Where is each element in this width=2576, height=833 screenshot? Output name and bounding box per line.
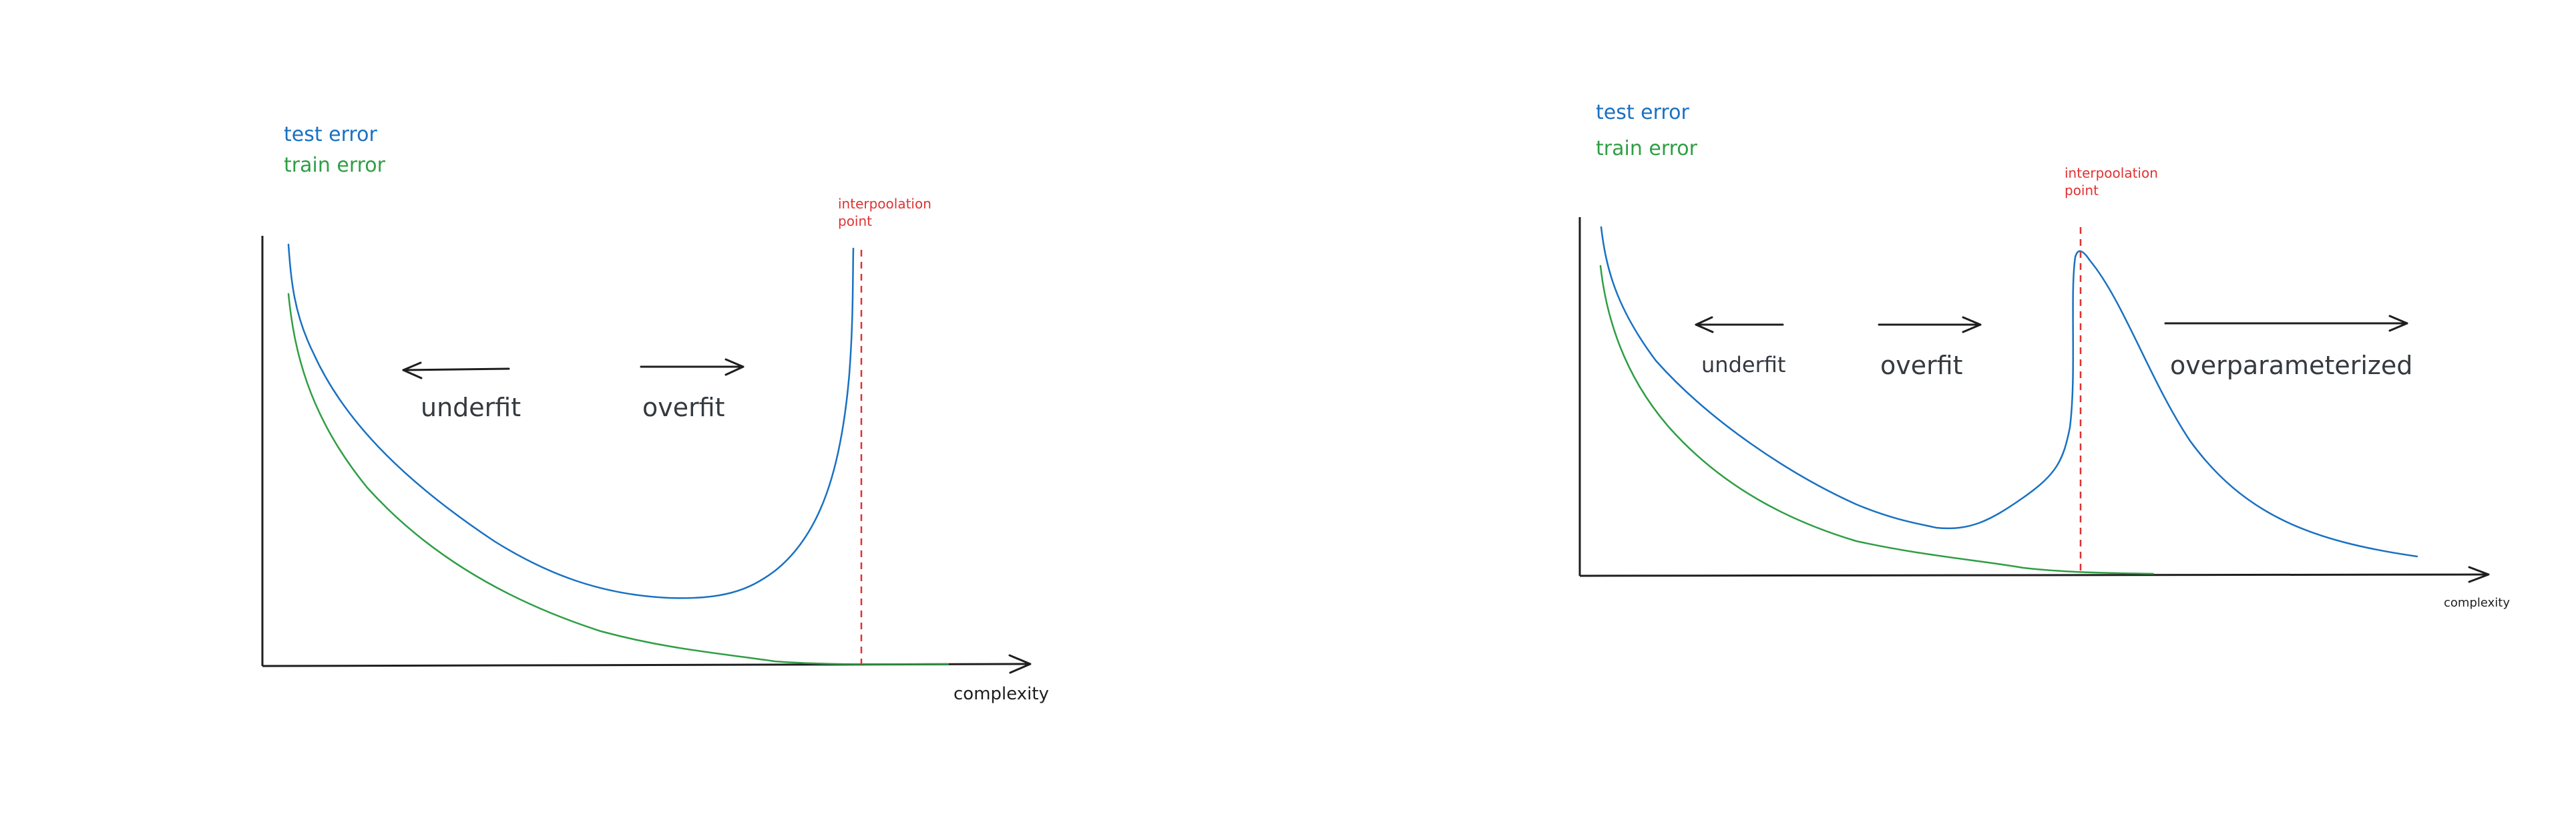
left-overfit-label: overfit [642,393,725,422]
right-interpolation-label-line2: point [2065,182,2099,198]
right-overfit-label: overfit [1880,351,1963,380]
right-overfit-arrow [1878,316,1982,333]
left-overfit-arrow [640,358,744,376]
right-overparameterized-arrow [2164,315,2408,332]
left-interpolation-label-line2: point [838,213,872,229]
right-test-error-curve [1600,226,2418,558]
left-x-axis-arrowhead [1008,654,1032,674]
left-diagram: test error train error interpoolation po… [261,123,1049,704]
left-underfit-label: underfit [421,393,521,422]
right-legend-test-error: test error [1596,101,1689,124]
left-interpolation-label-line1: interpoolation [838,196,931,212]
left-x-axis-label: complexity [953,684,1049,704]
right-underfit-arrow [1695,316,1784,333]
right-interpolation-label-line1: interpoolation [2065,165,2158,181]
right-x-axis-label: complexity [2444,596,2510,610]
right-underfit-label: underfit [1701,352,1785,377]
left-legend-train-error: train error [284,154,386,177]
right-overparameterized-label: overparameterized [2170,351,2412,380]
left-legend-test-error: test error [284,123,377,146]
right-train-error-curve [1599,265,2155,575]
right-x-axis-arrowhead [2468,566,2490,583]
left-test-error-curve [287,243,855,599]
left-train-error-curve [287,293,949,665]
left-underfit-arrow [402,361,510,379]
right-x-axis [1579,573,2489,577]
right-legend-train-error: train error [1596,137,1698,160]
right-diagram: test error train error interpoolation po… [1578,101,2510,610]
